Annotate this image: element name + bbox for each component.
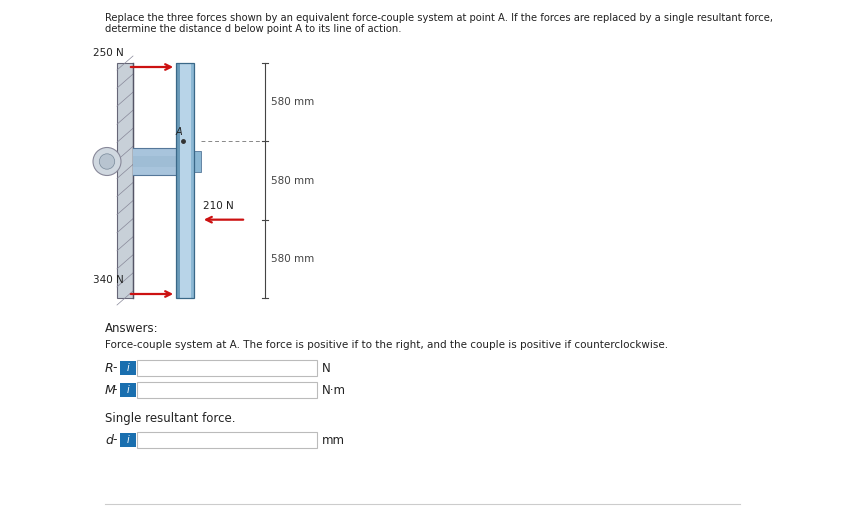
Text: 340 N: 340 N — [93, 275, 124, 285]
Text: Single resultant force.: Single resultant force. — [105, 412, 235, 425]
Text: R: R — [105, 362, 113, 374]
Text: Replace the three forces shown by an equivalent force-couple system at point A. : Replace the three forces shown by an equ… — [105, 13, 772, 23]
Text: A: A — [176, 128, 182, 137]
Text: N: N — [322, 362, 330, 374]
Text: determine the distance d below point A to its line of action.: determine the distance d below point A t… — [105, 24, 401, 34]
Text: -: - — [112, 433, 116, 447]
Circle shape — [93, 147, 121, 175]
Text: i: i — [127, 435, 129, 445]
Text: M: M — [105, 384, 116, 397]
Bar — [137, 360, 316, 376]
Text: N·m: N·m — [322, 384, 345, 397]
Text: d: d — [105, 433, 113, 447]
Text: 250 N: 250 N — [93, 48, 124, 58]
Text: 210 N: 210 N — [203, 201, 234, 211]
Text: 580 mm: 580 mm — [271, 175, 314, 185]
Bar — [176, 63, 180, 298]
Text: 580 mm: 580 mm — [271, 254, 314, 264]
Text: Answers:: Answers: — [105, 322, 159, 335]
Text: mm: mm — [322, 433, 344, 447]
Bar — [191, 63, 194, 298]
Bar — [133, 155, 176, 168]
Text: i: i — [127, 363, 129, 373]
Text: 580 mm: 580 mm — [271, 97, 314, 107]
Text: i: i — [127, 385, 129, 395]
Bar — [137, 432, 316, 448]
Bar — [133, 148, 176, 175]
Text: -: - — [112, 362, 116, 374]
Circle shape — [100, 154, 115, 169]
Bar — [120, 383, 136, 397]
Bar — [120, 361, 136, 375]
Bar — [176, 63, 194, 298]
Text: -: - — [112, 384, 116, 397]
Bar — [116, 63, 133, 298]
Bar — [137, 382, 316, 398]
Bar — [180, 63, 194, 298]
Bar — [194, 151, 201, 172]
Bar — [120, 433, 136, 447]
Text: Force-couple system at A. The force is positive if to the right, and the couple : Force-couple system at A. The force is p… — [105, 340, 668, 350]
